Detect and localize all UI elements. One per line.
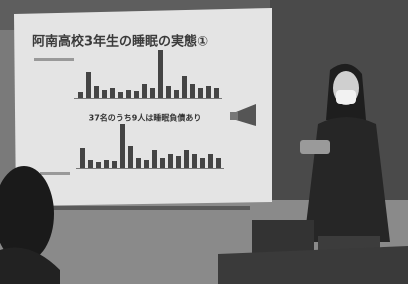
photo: 阿南高校3年生の睡眠の実態① 37名のうち9人は睡眠負債あり [0, 0, 408, 284]
laptop [252, 220, 314, 254]
slide-subtitle: 37名のうち9人は睡眠負債あり [89, 113, 202, 123]
screen-rail [50, 206, 250, 210]
slide-title: 阿南高校3年生の睡眠の実態① [32, 34, 208, 50]
